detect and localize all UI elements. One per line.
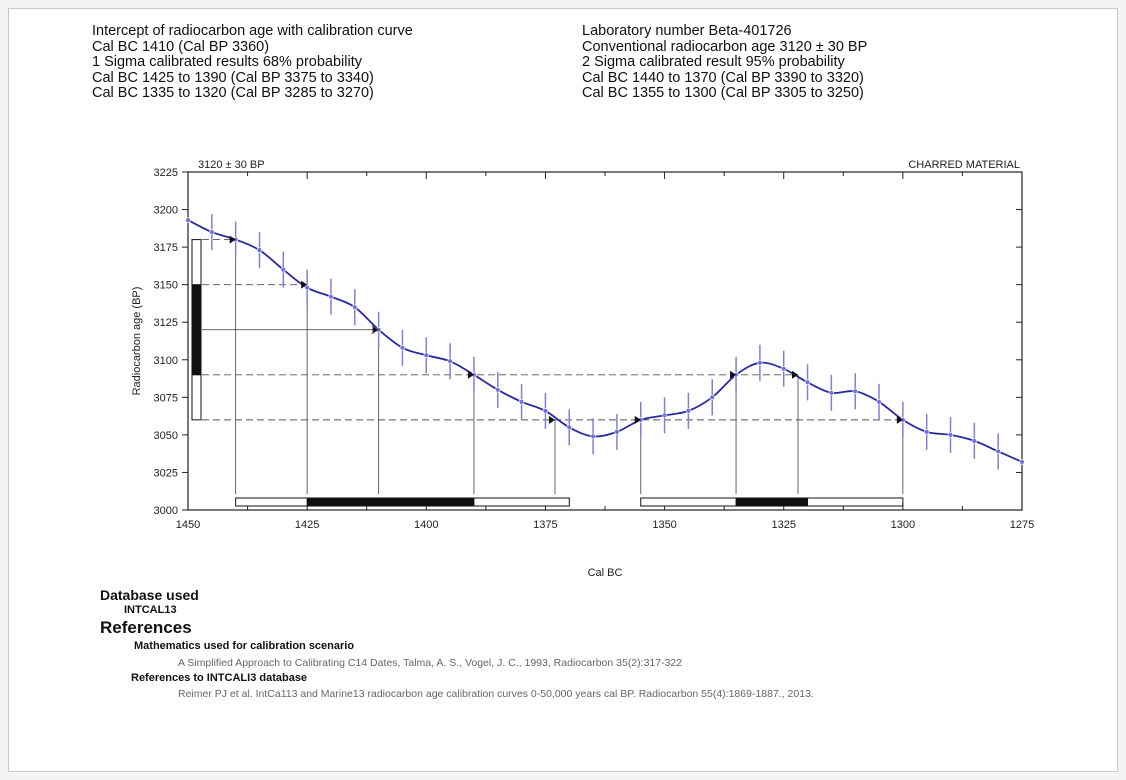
data-point xyxy=(661,412,668,419)
data-point xyxy=(495,387,501,393)
intercept-marker xyxy=(634,415,641,424)
sigma2-range-2: Cal BC 1355 to 1300 (Cal BP 3305 to 3250… xyxy=(582,85,864,102)
data-point xyxy=(995,448,1001,455)
data-point xyxy=(781,366,787,372)
y-tick-label: 3025 xyxy=(154,467,178,479)
data-point xyxy=(423,352,429,358)
chart-title: 3120 ± 30 BP xyxy=(198,159,265,171)
data-point xyxy=(1019,459,1025,465)
data-point xyxy=(685,408,692,414)
data-point xyxy=(328,293,334,300)
data-point xyxy=(804,379,811,386)
sigma1-range-bar xyxy=(306,497,475,507)
sigma1-range-1: Cal BC 1425 to 1390 (Cal BP 3375 to 3340… xyxy=(92,69,374,86)
data-point xyxy=(447,358,453,364)
data-point xyxy=(828,390,835,396)
x-tick-label: 1450 xyxy=(176,519,200,531)
sigma1-age-bar xyxy=(191,284,202,376)
intercept-marker xyxy=(229,235,236,244)
x-tick-label: 1300 xyxy=(891,519,915,531)
x-tick-label: 1400 xyxy=(414,519,438,531)
data-point xyxy=(304,284,310,291)
y-tick-label: 3050 xyxy=(154,430,178,442)
data-point xyxy=(709,394,715,401)
data-point xyxy=(757,360,763,366)
plot-frame xyxy=(187,171,1023,511)
data-point xyxy=(256,247,263,253)
sigma2-range-1: Cal BC 1440 to 1370 (Cal BP 3390 to 3320… xyxy=(582,69,864,86)
intercept-marker xyxy=(301,280,308,289)
header-left: Intercept of radiocarbon age with calibr… xyxy=(92,23,413,102)
db-reference: Reimer PJ et al. IntCa113 and Marine13 r… xyxy=(178,688,814,700)
data-point xyxy=(185,217,191,223)
lab-number: Laboratory number Beta-401726 xyxy=(582,23,792,39)
data-point xyxy=(399,345,406,351)
data-point xyxy=(352,304,358,310)
x-tick-label: 1375 xyxy=(533,519,557,531)
header-right: Laboratory number Beta-401726 Convention… xyxy=(582,23,868,102)
x-axis-label: Cal BC xyxy=(588,567,623,579)
intercept-marker xyxy=(467,370,474,379)
x-tick-label: 1350 xyxy=(652,519,676,531)
data-point xyxy=(566,424,572,431)
y-tick-label: 3175 xyxy=(154,242,178,254)
data-point xyxy=(923,429,930,435)
y-tick-label: 3100 xyxy=(154,355,178,367)
data-point xyxy=(209,229,215,235)
intercept-marker xyxy=(548,415,555,424)
math-reference: A Simplified Approach to Calibrating C14… xyxy=(178,657,683,669)
data-point xyxy=(518,399,525,405)
x-tick-label: 1425 xyxy=(295,519,319,531)
references-heading: References xyxy=(100,618,192,637)
y-tick-label: 3075 xyxy=(154,392,178,404)
y-tick-label: 3200 xyxy=(154,205,178,217)
intercept-marker xyxy=(730,370,737,379)
x-tick-label: 1275 xyxy=(1010,519,1034,531)
sigma1-range-bar xyxy=(735,497,809,507)
sigma2-title: 2 Sigma calibrated result 95% probabilit… xyxy=(582,54,845,71)
data-point xyxy=(947,432,954,438)
y-tick-label: 3225 xyxy=(154,167,178,179)
db-heading: References to INTCALI3 database xyxy=(131,672,308,684)
calibration-chart: 1450 1425 1400 1375 1350 1325 1300 1275 3225 3200… xyxy=(131,159,1034,579)
data-point xyxy=(971,438,978,444)
database-heading: Database used xyxy=(100,587,199,603)
intercept-marker xyxy=(896,415,903,424)
data-point xyxy=(590,433,596,440)
sigma1-range-2: Cal BC 1335 to 1320 (Cal BP 3285 to 3270… xyxy=(92,85,374,102)
x-tick-label: 1325 xyxy=(771,519,795,531)
data-point xyxy=(876,399,882,405)
y-tick-label: 3125 xyxy=(154,317,178,329)
intercept-title: Intercept of radiocarbon age with calibr… xyxy=(92,23,413,39)
intercept-value: Cal BC 1410 (Cal BP 3360) xyxy=(92,38,270,55)
intercept-marker xyxy=(792,370,799,379)
y-tick-label: 3000 xyxy=(154,505,178,517)
data-point xyxy=(542,408,549,414)
intercept-arrow xyxy=(371,325,380,335)
sample-type-label: CHARRED MATERIAL xyxy=(908,159,1020,171)
y-axis-label: Radiocarbon age (BP) xyxy=(131,287,143,396)
math-heading: Mathematics used for calibration scenari… xyxy=(134,640,355,652)
data-point xyxy=(614,429,620,435)
data-point xyxy=(852,388,858,395)
y-tick-label: 3150 xyxy=(154,280,178,292)
sigma1-title: 1 Sigma calibrated results 68% probabili… xyxy=(92,54,362,71)
conventional-age: Conventional radiocarbon age 3120 ± 30 B… xyxy=(582,38,868,55)
database-name: INTCAL13 xyxy=(124,604,177,616)
data-point xyxy=(280,266,287,273)
